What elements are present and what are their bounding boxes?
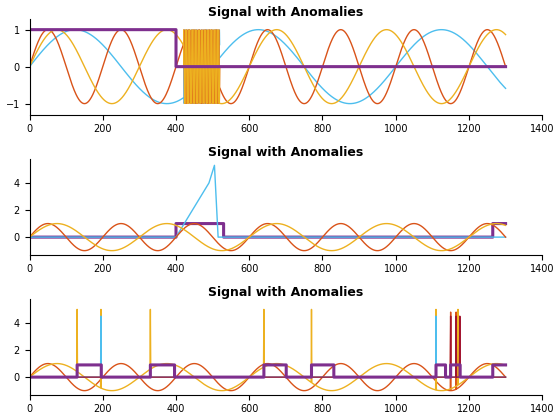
Title: Signal with Anomalies: Signal with Anomalies	[208, 5, 363, 18]
Title: Signal with Anomalies: Signal with Anomalies	[208, 146, 363, 159]
Title: Signal with Anomalies: Signal with Anomalies	[208, 286, 363, 299]
